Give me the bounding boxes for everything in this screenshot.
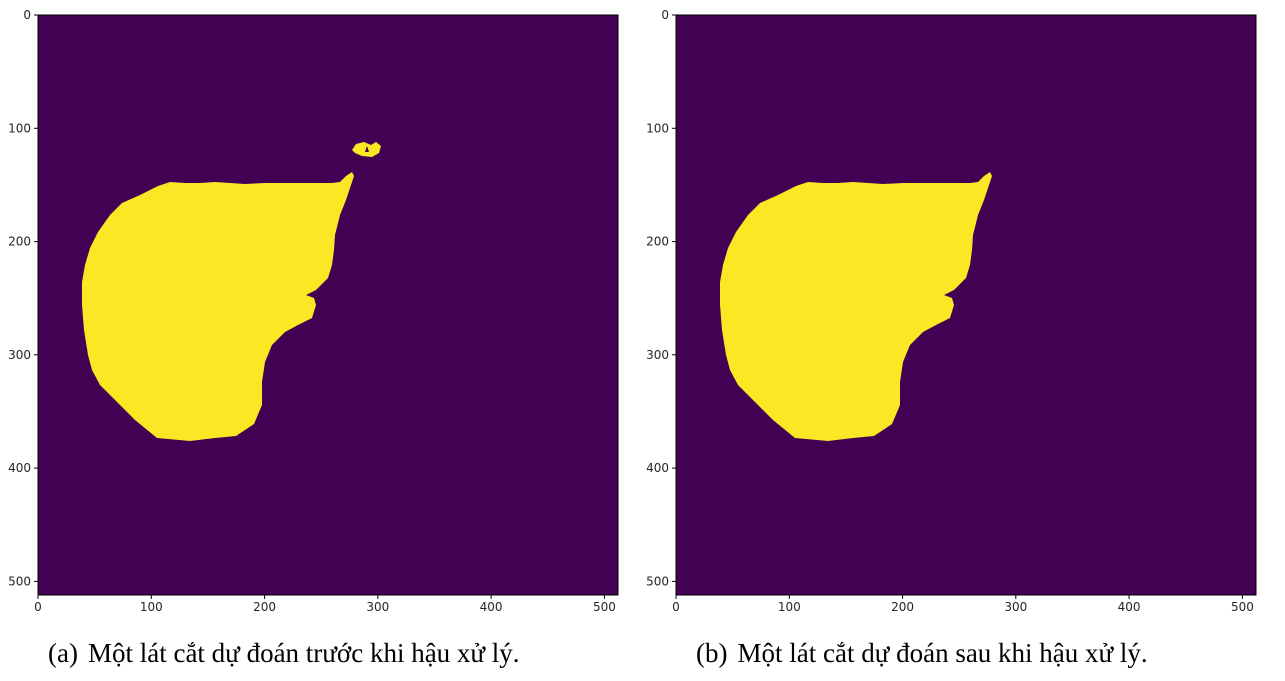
y-tick-label: 0 [661,8,669,22]
x-tick-label: 200 [891,600,914,614]
x-tick-label: 0 [672,600,680,614]
x-tick-label: 300 [1004,600,1027,614]
y-tick-label: 500 [646,574,669,588]
small-blob-hole [365,146,369,152]
segmentation-panel-a: 0 100 200 300 400 500 0 100 200 300 400 … [8,8,619,614]
segmentation-panel-b: 0 100 200 300 400 500 0 100 200 300 400 … [646,8,1257,614]
subfigure-label: (a) [48,638,78,668]
x-tick-label: 100 [778,600,801,614]
y-tick-label: 400 [8,461,31,475]
y-tick-label: 300 [646,348,669,362]
y-tick-label: 400 [646,461,669,475]
mask-image [676,15,1256,595]
mask-image [38,15,618,595]
y-tick-label: 200 [646,235,669,249]
axes-frame [675,14,1257,596]
x-tick-label: 500 [1231,600,1254,614]
caption-a: (a) Một lát cắt dự đoán trước khi hậu xử … [48,640,520,667]
y-tick-label: 100 [646,121,669,135]
caption-b: (b) Một lát cắt dự đoán sau khi hậu xử lý… [696,640,1148,667]
x-axis: 0 100 200 300 400 500 [34,595,616,614]
liver-segmentation-mask [720,172,992,441]
y-tick-label: 500 [8,574,31,588]
x-tick-label: 100 [140,600,163,614]
x-tick-label: 500 [593,600,616,614]
y-axis: 0 100 200 300 400 500 [8,8,38,588]
liver-segmentation-mask [82,172,354,441]
caption-text: Một lát cắt dự đoán trước khi hậu xử lý. [87,638,520,668]
x-tick-label: 400 [480,600,503,614]
x-axis: 0 100 200 300 400 500 [672,595,1254,614]
x-tick-label: 200 [253,600,276,614]
y-axis: 0 100 200 300 400 500 [646,8,676,588]
x-tick-label: 400 [1118,600,1141,614]
y-tick-label: 0 [23,8,31,22]
axes-frame [37,14,619,596]
caption-text: Một lát cắt dự đoán sau khi hậu xử lý. [737,638,1148,668]
y-tick-label: 200 [8,235,31,249]
x-tick-label: 0 [34,600,42,614]
x-tick-label: 300 [366,600,389,614]
y-tick-label: 100 [8,121,31,135]
y-tick-label: 300 [8,348,31,362]
subfigure-label: (b) [696,638,728,668]
